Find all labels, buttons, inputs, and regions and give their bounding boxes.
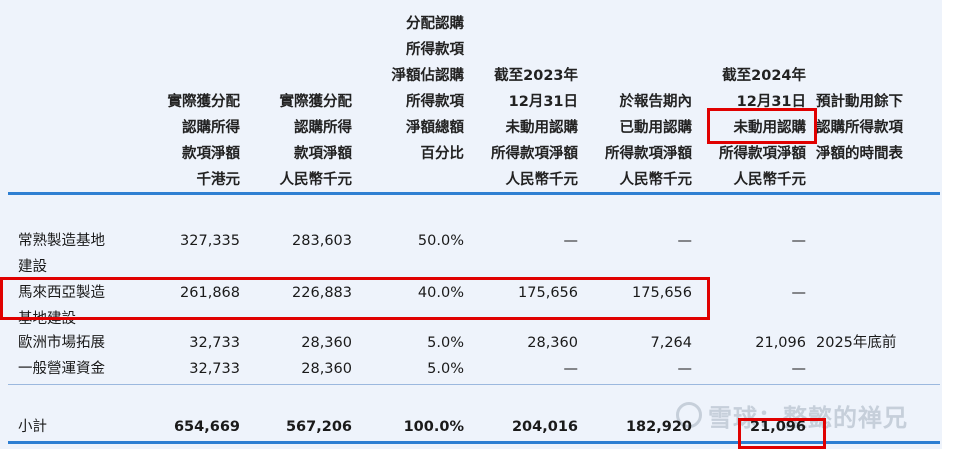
subtotal-value: 182,920 <box>625 419 692 435</box>
cell-value: 7,264 <box>650 335 692 351</box>
header-rmb-net: 實際獲分配 認購所得 款項淨額 人民幣千元 <box>279 94 353 188</box>
cell-value: — <box>563 361 579 377</box>
cell-value: 21,096 <box>755 335 806 351</box>
header-timeline: 預計動用餘下 認購所得款項 淨額的時間表 <box>816 94 903 162</box>
cell-value: 40.0% <box>417 285 464 301</box>
highlight-subtotal-unused <box>738 418 826 449</box>
row-label: 歐洲市場拓展 <box>18 335 105 351</box>
header-unused-2024: 截至2024年 12月31日 未動用認購 所得款項淨額 人民幣千元 <box>719 68 806 188</box>
subtotal-rule <box>8 384 940 385</box>
cell-value: — <box>677 361 693 377</box>
cell-value: 226,883 <box>292 285 352 301</box>
cell-value: 327,335 <box>180 233 240 249</box>
highlight-malaysia-row <box>0 277 710 320</box>
subtotal-label: 小計 <box>18 419 47 435</box>
bottom-rule <box>8 441 940 444</box>
subtotal-value: 654,669 <box>173 419 240 435</box>
header-unused-2023: 截至2023年 12月31日 未動用認購 所得款項淨額 人民幣千元 <box>491 68 578 188</box>
cell-value: 28,360 <box>527 335 578 351</box>
cell-value: — <box>677 233 693 249</box>
header-used-period: 於報告期內 已動用認購 所得款項淨額 人民幣千元 <box>605 94 692 188</box>
header-rule <box>8 192 940 195</box>
row-label: 常熟製造基地 建設 <box>18 233 105 275</box>
header-percentage: 分配認購 所得款項 淨額佔認購 所得款項 淨額總額 百分比 <box>391 16 465 162</box>
cell-value: — <box>563 233 579 249</box>
cell-value: 28,360 <box>301 361 352 377</box>
subtotal-value: 567,206 <box>285 419 352 435</box>
cell-value: 5.0% <box>427 361 464 377</box>
subtotal-value: 100.0% <box>403 419 464 435</box>
highlight-unused-header <box>707 108 817 144</box>
cell-value: 50.0% <box>417 233 464 249</box>
cell-value: — <box>791 233 807 249</box>
subtotal-value: 204,016 <box>511 419 578 435</box>
table-panel <box>0 0 942 449</box>
cell-value: 32,733 <box>189 335 240 351</box>
cell-value: 261,868 <box>180 285 240 301</box>
cell-value: 283,603 <box>292 233 352 249</box>
header-hkd-net: 實際獲分配 認購所得 款項淨額 千港元 <box>167 94 241 188</box>
subtotal-value: 21,096 <box>750 419 806 435</box>
cell-value: — <box>791 285 807 301</box>
cell-value: 175,656 <box>632 285 692 301</box>
cell-value: 32,733 <box>189 361 240 377</box>
watermark-logo-icon <box>676 402 702 428</box>
row-label: 一般營運資金 <box>18 361 105 377</box>
right-margin <box>942 0 962 449</box>
cell-value: 175,656 <box>518 285 578 301</box>
cell-value: 5.0% <box>427 335 464 351</box>
cell-timeline: 2025年底前 <box>816 335 897 351</box>
cell-value: 28,360 <box>301 335 352 351</box>
cell-value: — <box>791 361 807 377</box>
